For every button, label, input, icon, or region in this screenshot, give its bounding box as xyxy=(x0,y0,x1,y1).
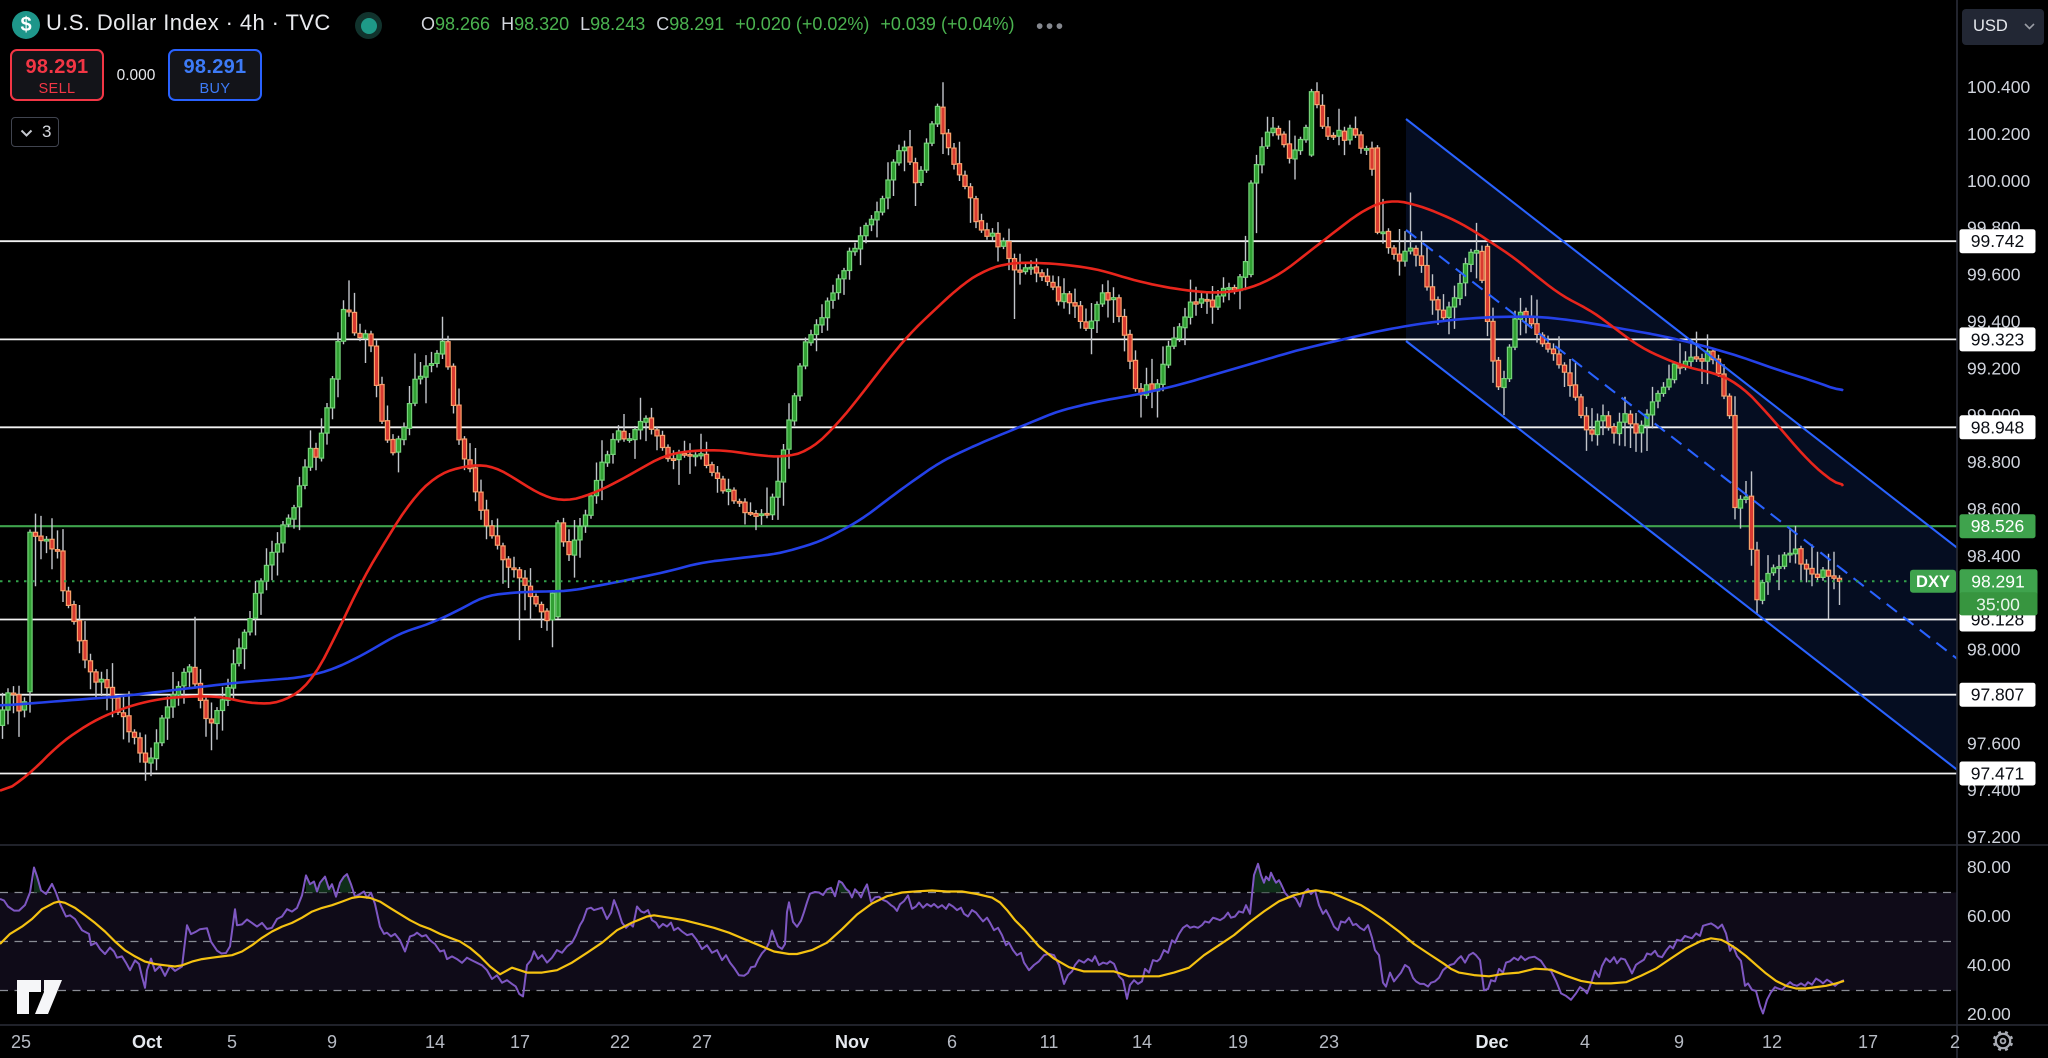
svg-text:100.200: 100.200 xyxy=(1967,124,2031,144)
svg-text:98.948: 98.948 xyxy=(1971,417,2025,437)
svg-text:20.00: 20.00 xyxy=(1967,1004,2011,1024)
svg-text:99.742: 99.742 xyxy=(1971,231,2025,251)
svg-text:2: 2 xyxy=(1950,1032,1960,1052)
svg-text:97.471: 97.471 xyxy=(1971,764,2025,784)
svg-text:17: 17 xyxy=(1858,1032,1878,1052)
svg-text:99.323: 99.323 xyxy=(1971,329,2025,349)
svg-text:100.400: 100.400 xyxy=(1967,77,2031,97)
svg-text:22: 22 xyxy=(610,1032,630,1052)
svg-text:99.400: 99.400 xyxy=(1967,311,2021,331)
svg-text:25: 25 xyxy=(11,1032,31,1052)
svg-text:14: 14 xyxy=(1132,1032,1152,1052)
svg-text:14: 14 xyxy=(425,1032,445,1052)
svg-text:98.800: 98.800 xyxy=(1967,452,2021,472)
svg-text:4: 4 xyxy=(1580,1032,1590,1052)
svg-text:100.000: 100.000 xyxy=(1967,171,2031,191)
svg-text:DXY: DXY xyxy=(1916,573,1950,591)
svg-text:27: 27 xyxy=(692,1032,712,1052)
svg-text:Dec: Dec xyxy=(1475,1032,1508,1052)
svg-text:19: 19 xyxy=(1228,1032,1248,1052)
svg-text:6: 6 xyxy=(947,1032,957,1052)
svg-text:98.291: 98.291 xyxy=(1971,571,2025,591)
svg-text:98.400: 98.400 xyxy=(1967,546,2021,566)
svg-text:Oct: Oct xyxy=(132,1032,162,1052)
svg-text:5: 5 xyxy=(227,1032,237,1052)
svg-text:60.00: 60.00 xyxy=(1967,906,2011,926)
svg-text:97.600: 97.600 xyxy=(1967,733,2021,753)
svg-text:99.600: 99.600 xyxy=(1967,265,2021,285)
svg-text:9: 9 xyxy=(327,1032,337,1052)
svg-text:17: 17 xyxy=(510,1032,530,1052)
svg-text:98.000: 98.000 xyxy=(1967,640,2021,660)
svg-text:12: 12 xyxy=(1762,1032,1782,1052)
svg-text:35:00: 35:00 xyxy=(1976,594,2020,614)
svg-text:80.00: 80.00 xyxy=(1967,857,2011,877)
svg-text:23: 23 xyxy=(1319,1032,1339,1052)
svg-text:Nov: Nov xyxy=(835,1032,869,1052)
svg-text:97.807: 97.807 xyxy=(1971,685,2025,705)
svg-text:98.526: 98.526 xyxy=(1971,516,2025,536)
svg-text:11: 11 xyxy=(1040,1032,1059,1052)
svg-text:98.600: 98.600 xyxy=(1967,499,2021,519)
svg-text:9: 9 xyxy=(1674,1032,1684,1052)
svg-text:97.200: 97.200 xyxy=(1967,827,2021,847)
svg-text:99.200: 99.200 xyxy=(1967,358,2021,378)
svg-text:40.00: 40.00 xyxy=(1967,955,2011,975)
